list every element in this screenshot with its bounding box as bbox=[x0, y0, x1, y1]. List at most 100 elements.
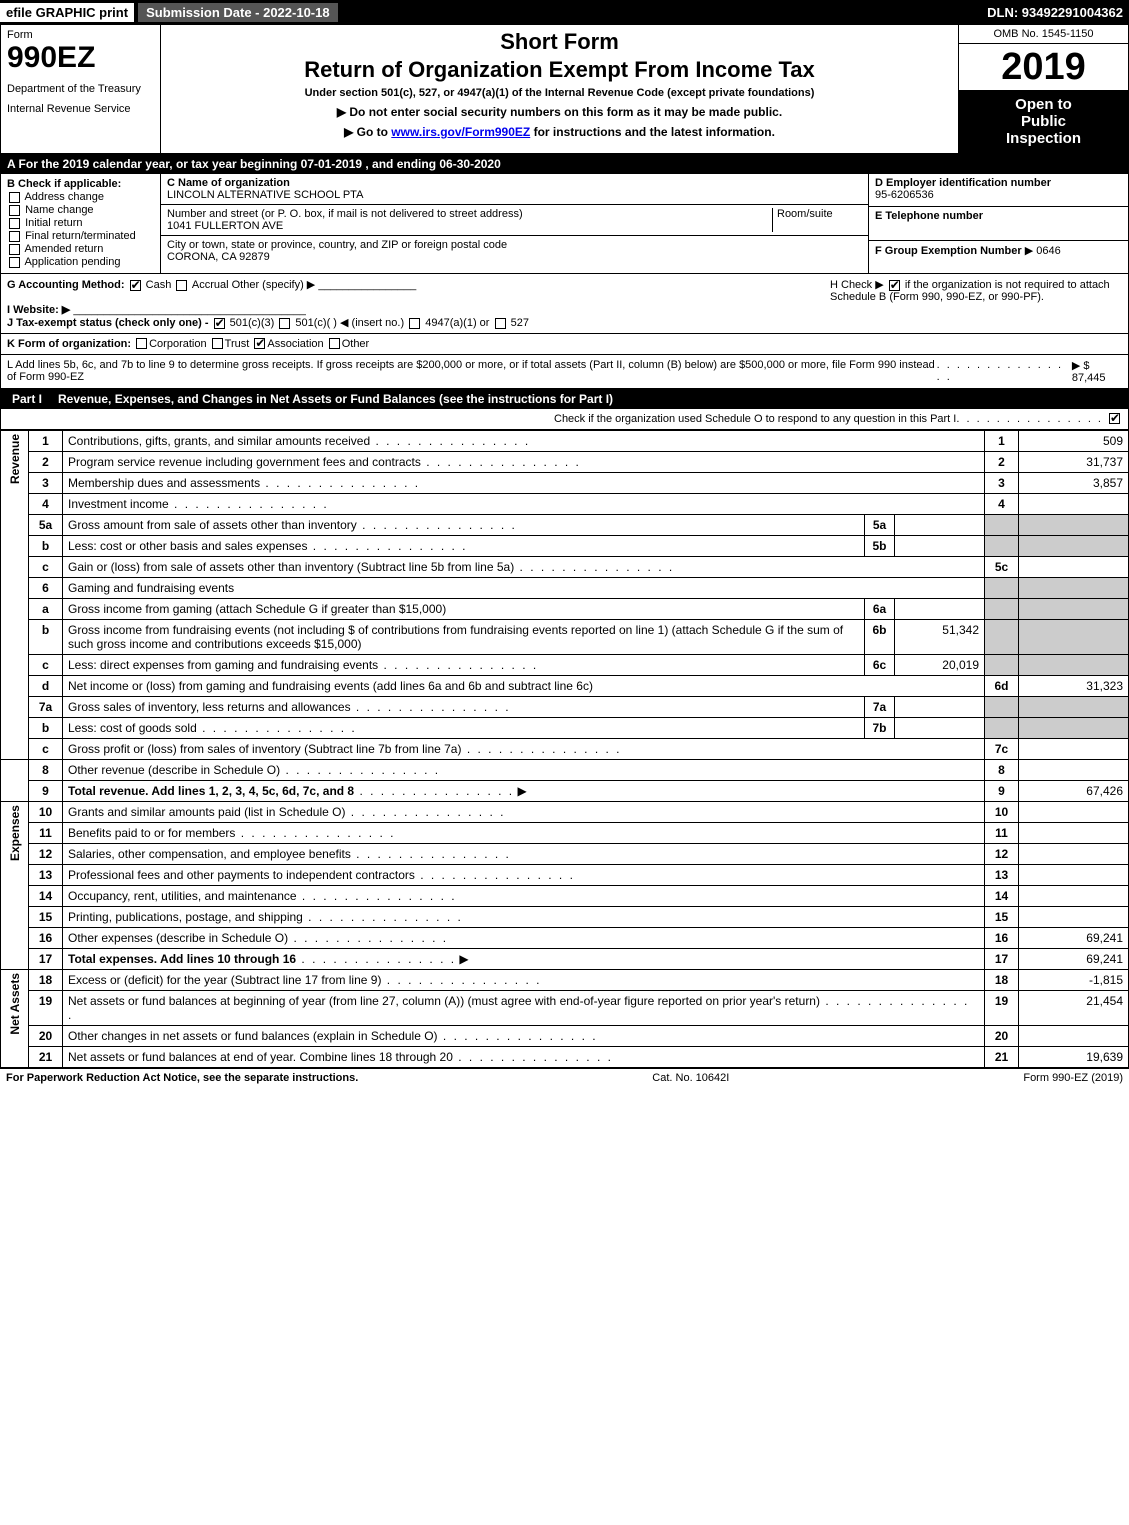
dots-icon bbox=[260, 476, 420, 490]
l7b-num: b bbox=[29, 718, 63, 739]
grey-cell bbox=[985, 655, 1019, 676]
l8-num: 8 bbox=[29, 760, 63, 781]
l6b-mn: 6b bbox=[865, 620, 895, 655]
dots-icon bbox=[937, 359, 1072, 383]
cb-final-return[interactable]: Final return/terminated bbox=[7, 230, 154, 242]
efile-print-label[interactable]: efile GRAPHIC print bbox=[0, 3, 134, 22]
cb-schedb-not-required[interactable] bbox=[889, 280, 900, 291]
cb-accrual[interactable] bbox=[176, 280, 187, 291]
l13-txt: Professional fees and other payments to … bbox=[68, 868, 415, 882]
dots-icon bbox=[438, 1029, 598, 1043]
grey-cell bbox=[1019, 515, 1129, 536]
cb-application-pending[interactable]: Application pending bbox=[7, 256, 154, 268]
l8-txt: Other revenue (describe in Schedule O) bbox=[68, 763, 280, 777]
l12-txt: Salaries, other compensation, and employ… bbox=[68, 847, 351, 861]
dots-icon bbox=[415, 868, 575, 882]
l15-amt bbox=[1019, 907, 1129, 928]
open2: Public bbox=[963, 113, 1124, 130]
dots-icon bbox=[280, 763, 440, 777]
l15-num: 15 bbox=[29, 907, 63, 928]
l5a-mn: 5a bbox=[865, 515, 895, 536]
expenses-section-label: Expenses bbox=[1, 802, 29, 970]
l14-num: 14 bbox=[29, 886, 63, 907]
cb-assoc[interactable] bbox=[254, 338, 265, 349]
dots-icon bbox=[956, 413, 1103, 425]
cb-corp[interactable] bbox=[136, 338, 147, 349]
main-title: Return of Organization Exempt From Incom… bbox=[169, 57, 950, 83]
l7a-num: 7a bbox=[29, 697, 63, 718]
l18-rn: 18 bbox=[985, 970, 1019, 991]
submission-date: Submission Date - 2022-10-18 bbox=[138, 3, 338, 22]
cb-name-change[interactable]: Name change bbox=[7, 204, 154, 216]
l19-txt: Net assets or fund balances at beginning… bbox=[68, 994, 820, 1008]
l5c-num: c bbox=[29, 557, 63, 578]
dots-icon bbox=[378, 658, 538, 672]
k-label: K Form of organization: bbox=[7, 338, 131, 350]
l13-rn: 13 bbox=[985, 865, 1019, 886]
l2-amt: 31,737 bbox=[1019, 452, 1129, 473]
cb-amended-return[interactable]: Amended return bbox=[7, 243, 154, 255]
l21-txt: Net assets or fund balances at end of ye… bbox=[68, 1050, 453, 1064]
l7a-txt: Gross sales of inventory, less returns a… bbox=[68, 700, 351, 714]
cb-501c3[interactable] bbox=[214, 318, 225, 329]
addr: 1041 FULLERTON AVE bbox=[167, 220, 283, 232]
grey-cell bbox=[1019, 536, 1129, 557]
l7a-mn: 7a bbox=[865, 697, 895, 718]
l18-amt: -1,815 bbox=[1019, 970, 1129, 991]
l4-txt: Investment income bbox=[68, 497, 169, 511]
l18-num: 18 bbox=[29, 970, 63, 991]
cb-cash[interactable] bbox=[130, 280, 141, 291]
footer-right: Form 990-EZ (2019) bbox=[1023, 1072, 1123, 1084]
grey-cell bbox=[1019, 620, 1129, 655]
l10-num: 10 bbox=[29, 802, 63, 823]
l19-amt: 21,454 bbox=[1019, 991, 1129, 1026]
dots-icon bbox=[297, 889, 457, 903]
arrow-icon bbox=[456, 952, 469, 966]
open-to-public: Open to Public Inspection bbox=[959, 90, 1128, 153]
dots-icon bbox=[307, 539, 467, 553]
group-exemption: ▶ 0646 bbox=[1025, 245, 1061, 257]
tax-period: A For the 2019 calendar year, or tax yea… bbox=[0, 154, 1129, 174]
dots-icon bbox=[453, 1050, 613, 1064]
l12-num: 12 bbox=[29, 844, 63, 865]
dots-icon bbox=[345, 805, 505, 819]
cb-initial-return[interactable]: Initial return bbox=[7, 217, 154, 229]
l6c-num: c bbox=[29, 655, 63, 676]
part1-table: Revenue 1 Contributions, gifts, grants, … bbox=[0, 430, 1129, 1068]
l9-txt: Total revenue. Add lines 1, 2, 3, 4, 5c,… bbox=[68, 784, 354, 798]
instr-goto-post: for instructions and the latest informat… bbox=[530, 125, 775, 139]
l13-amt bbox=[1019, 865, 1129, 886]
page-footer: For Paperwork Reduction Act Notice, see … bbox=[0, 1068, 1129, 1087]
l16-txt: Other expenses (describe in Schedule O) bbox=[68, 931, 288, 945]
grey-cell bbox=[1019, 718, 1129, 739]
irs-link[interactable]: www.irs.gov/Form990EZ bbox=[391, 125, 530, 139]
l5b-txt: Less: cost or other basis and sales expe… bbox=[68, 539, 307, 553]
cb-527[interactable] bbox=[495, 318, 506, 329]
instr-goto-pre: ▶ Go to bbox=[344, 125, 391, 139]
l6a-mn: 6a bbox=[865, 599, 895, 620]
cb-trust[interactable] bbox=[212, 338, 223, 349]
cb-501c[interactable] bbox=[279, 318, 290, 329]
section-b: B Check if applicable: Address change Na… bbox=[1, 174, 161, 273]
block-bcd: B Check if applicable: Address change Na… bbox=[0, 174, 1129, 274]
l18-txt: Excess or (deficit) for the year (Subtra… bbox=[68, 973, 381, 987]
revenue-section-label: Revenue bbox=[1, 431, 29, 760]
header-right: OMB No. 1545-1150 2019 Open to Public In… bbox=[958, 25, 1128, 153]
l5c-rn: 5c bbox=[985, 557, 1019, 578]
l19-rn: 19 bbox=[985, 991, 1019, 1026]
addr-label: Number and street (or P. O. box, if mail… bbox=[167, 208, 523, 220]
cb-4947[interactable] bbox=[409, 318, 420, 329]
l21-amt: 19,639 bbox=[1019, 1047, 1129, 1068]
l4-num: 4 bbox=[29, 494, 63, 515]
cb-other-org[interactable] bbox=[329, 338, 340, 349]
l3-num: 3 bbox=[29, 473, 63, 494]
cb-schedule-o-used[interactable] bbox=[1109, 413, 1120, 424]
section-l: L Add lines 5b, 6c, and 7b to line 9 to … bbox=[0, 355, 1129, 389]
l12-rn: 12 bbox=[985, 844, 1019, 865]
cb-address-change[interactable]: Address change bbox=[7, 191, 154, 203]
tel-label: E Telephone number bbox=[875, 210, 983, 222]
grey-cell bbox=[1019, 655, 1129, 676]
open1: Open to bbox=[963, 96, 1124, 113]
part1-check-text: Check if the organization used Schedule … bbox=[554, 413, 956, 425]
dots-icon bbox=[357, 518, 517, 532]
